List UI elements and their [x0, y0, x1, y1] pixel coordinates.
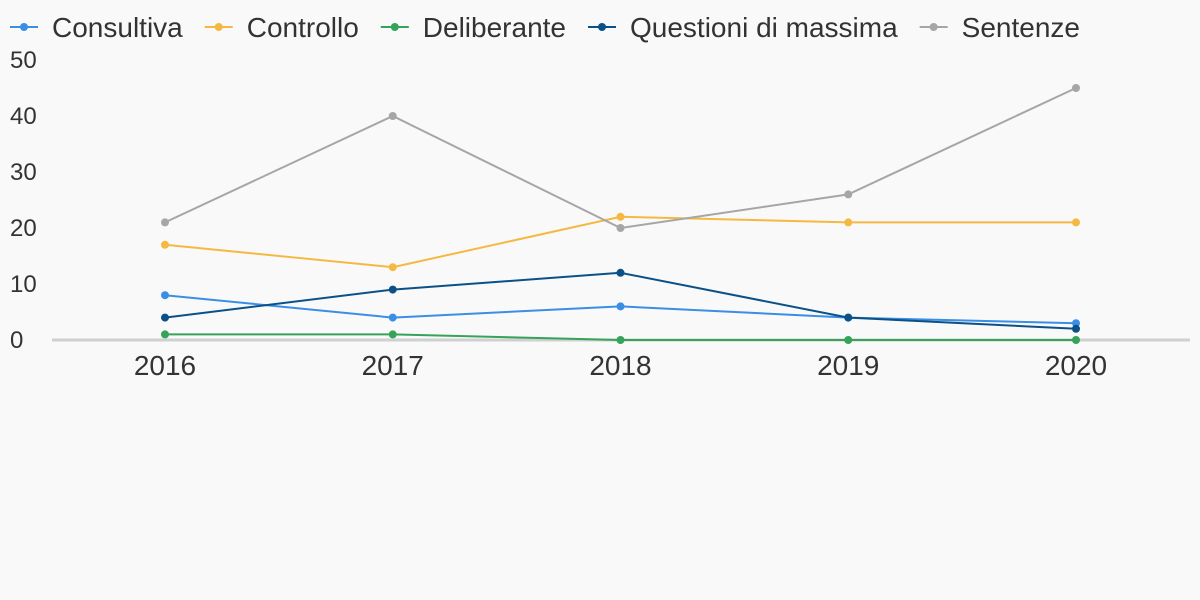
data-point: [1072, 336, 1080, 344]
series-layer: [161, 84, 1080, 344]
data-point: [388, 263, 397, 272]
legend-item[interactable]: Sentenze: [919, 12, 1080, 43]
legend-label: Consultiva: [52, 12, 183, 43]
series-questioni-di-massima: [161, 268, 1080, 333]
data-point: [161, 218, 169, 227]
y-axis: 0 10 20 30 40 50: [10, 47, 37, 354]
x-tick-label: 2018: [589, 350, 651, 381]
legend-label: Deliberante: [423, 12, 566, 43]
x-tick-label: 2019: [817, 350, 879, 381]
y-tick-label: 0: [10, 327, 23, 354]
series-sentenze: [161, 84, 1080, 232]
y-tick-label: 50: [10, 47, 37, 74]
data-point: [388, 330, 397, 339]
legend-marker: [390, 23, 399, 31]
data-point: [844, 313, 853, 322]
series-deliberante: [161, 330, 1080, 344]
x-tick-label: 2017: [362, 350, 424, 381]
data-point: [844, 218, 853, 227]
y-tick-label: 10: [10, 271, 37, 298]
data-point: [844, 190, 853, 199]
x-axis: 2016 2017 2018 2019 2020: [52, 338, 1190, 381]
legend-label: Questioni di massima: [630, 12, 898, 43]
y-tick-label: 40: [10, 103, 37, 130]
legend-item[interactable]: Controllo: [204, 12, 359, 43]
data-point: [844, 336, 853, 344]
x-tick-label: 2020: [1045, 350, 1107, 381]
data-point: [388, 313, 397, 322]
data-point: [616, 336, 625, 344]
data-point: [1072, 218, 1080, 227]
data-point: [161, 313, 169, 322]
legend-marker: [598, 23, 606, 31]
legend-item[interactable]: Deliberante: [380, 12, 566, 43]
data-point: [161, 330, 169, 339]
series-controllo: [161, 212, 1080, 272]
data-point: [616, 224, 625, 232]
data-point: [1072, 319, 1080, 328]
legend-marker: [20, 23, 28, 31]
data-point: [616, 302, 625, 311]
data-point: [161, 240, 169, 249]
series-line: [164, 87, 1077, 230]
legend-marker: [214, 23, 223, 31]
data-point: [388, 285, 397, 294]
legend-label: Controllo: [247, 12, 359, 43]
data-point: [388, 112, 397, 120]
data-point: [161, 291, 169, 300]
x-tick-label: 2016: [134, 350, 196, 381]
legend: Consultiva Controllo Deliberante Questioni …: [10, 12, 1080, 43]
data-point: [1072, 324, 1080, 333]
data-point: [616, 212, 625, 221]
data-point: [616, 268, 625, 277]
data-point: [1072, 84, 1080, 92]
legend-item[interactable]: Consultiva: [10, 12, 183, 43]
y-tick-label: 30: [10, 159, 37, 186]
legend-marker: [929, 23, 938, 31]
legend-item[interactable]: Questioni di massima: [588, 12, 898, 43]
legend-label: Sentenze: [962, 12, 1080, 43]
y-tick-label: 20: [10, 215, 37, 242]
